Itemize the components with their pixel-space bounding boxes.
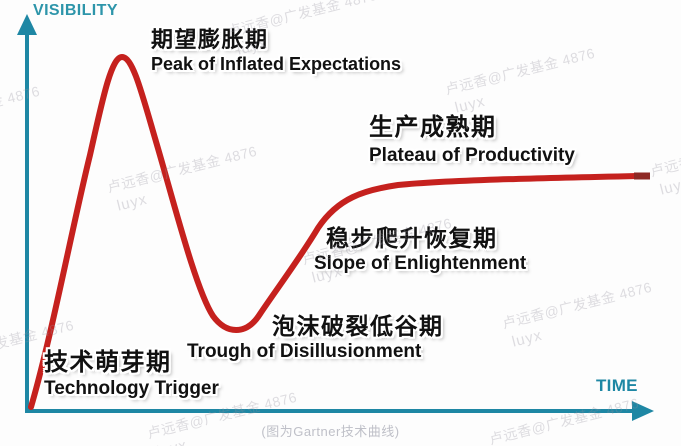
stage-peak-of-inflated-expectations: 期望膨胀期 Peak of Inflated Expectations <box>151 27 402 75</box>
stage-plateau-en-label: Plateau of Productivity <box>369 145 575 167</box>
stage-trough-of-disillusionment: 泡沫破裂低谷期 Trough of Disillusionment <box>187 313 444 363</box>
y-axis-label: VISIBILITY <box>33 2 118 19</box>
y-axis-arrow-icon <box>17 14 37 35</box>
image-caption: (图为Gartner技术曲线) <box>261 424 400 439</box>
stage-slope-en-label: Slope of Enlightenment <box>314 253 527 275</box>
stage-peak-zh-label: 期望膨胀期 <box>151 27 269 52</box>
stage-trigger-zh-label: 技术萌芽期 <box>44 349 172 376</box>
stage-technology-trigger: 技术萌芽期 Technology Trigger <box>44 349 219 400</box>
stage-slope-zh-label: 稳步爬升恢复期 <box>326 225 498 251</box>
stage-trigger-en-label: Technology Trigger <box>44 378 219 400</box>
stage-plateau-zh-label: 生产成熟期 <box>369 114 497 141</box>
hype-cycle-curve <box>28 53 639 410</box>
stage-trough-zh-label: 泡沫破裂低谷期 <box>272 313 444 339</box>
x-axis-arrow-icon <box>632 401 654 421</box>
x-axis-label: TIME <box>596 376 638 395</box>
stage-slope-of-enlightenment: 稳步爬升恢复期 Slope of Enlightenment <box>314 225 527 275</box>
stage-peak-en-label: Peak of Inflated Expectations <box>151 54 402 75</box>
stage-plateau-of-productivity: 生产成熟期 Plateau of Productivity <box>369 114 575 167</box>
stage-trough-en-label: Trough of Disillusionment <box>187 341 422 363</box>
